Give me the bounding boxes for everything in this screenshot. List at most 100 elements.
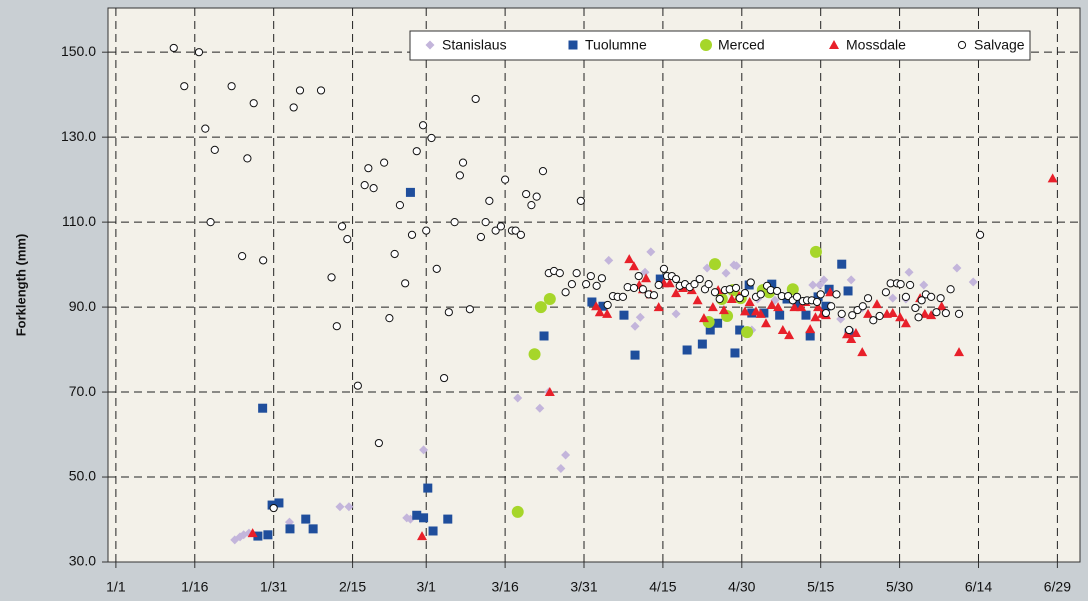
y-axis-label: Forklength (mm) — [13, 234, 28, 337]
point — [360, 181, 369, 190]
point — [419, 513, 429, 523]
point — [638, 285, 648, 294]
point — [511, 505, 524, 518]
point — [887, 308, 898, 318]
x-tick-label: 6/14 — [965, 579, 992, 595]
point — [603, 300, 612, 310]
point — [591, 301, 602, 311]
point — [422, 226, 431, 235]
point — [846, 333, 857, 343]
point — [412, 510, 422, 520]
y-tick-label: 30.0 — [69, 553, 96, 569]
point — [238, 252, 247, 261]
point — [904, 267, 914, 277]
point — [901, 292, 911, 301]
point — [259, 256, 268, 265]
point — [458, 158, 468, 167]
point — [485, 196, 494, 205]
x-tick-label: 3/1 — [416, 579, 436, 595]
x-tick-label: 6/29 — [1044, 579, 1071, 595]
point — [773, 302, 784, 312]
point — [423, 483, 433, 493]
point — [858, 302, 867, 311]
y-tick-label: 150.0 — [61, 43, 96, 59]
point — [555, 269, 564, 278]
point — [759, 308, 769, 318]
point — [671, 309, 681, 319]
point — [432, 264, 441, 273]
point — [629, 283, 639, 293]
point — [739, 306, 750, 316]
point — [532, 192, 541, 201]
point — [695, 274, 704, 284]
point — [708, 258, 721, 271]
point — [936, 301, 947, 311]
legend-label: Mossdale — [846, 37, 906, 53]
point — [713, 318, 723, 328]
point — [301, 514, 311, 524]
point — [810, 312, 821, 322]
y-tick-label: 70.0 — [69, 383, 96, 399]
point — [848, 311, 857, 320]
point — [471, 94, 480, 104]
point — [746, 278, 755, 287]
point — [635, 312, 645, 322]
point — [476, 232, 486, 242]
point — [664, 278, 675, 288]
point — [731, 283, 741, 293]
point — [871, 299, 882, 309]
point — [335, 502, 345, 512]
y-tick-label: 110.0 — [62, 213, 96, 229]
point — [740, 288, 750, 298]
point — [513, 393, 523, 403]
point — [850, 328, 861, 338]
point — [496, 222, 506, 231]
point — [917, 296, 926, 305]
point — [253, 531, 263, 541]
point — [544, 387, 555, 397]
point — [556, 464, 566, 474]
point — [369, 184, 378, 193]
point — [968, 277, 978, 287]
point — [682, 345, 692, 355]
point — [619, 310, 629, 320]
point — [343, 235, 352, 244]
point — [777, 325, 788, 335]
point — [975, 230, 985, 239]
point — [863, 294, 873, 303]
point — [308, 524, 318, 534]
point — [692, 295, 703, 305]
point — [169, 43, 178, 53]
point — [535, 403, 545, 413]
point — [941, 308, 950, 318]
point — [604, 255, 614, 265]
point — [1047, 173, 1058, 183]
point — [586, 271, 595, 281]
point — [760, 318, 771, 328]
point — [895, 312, 906, 322]
point — [881, 288, 891, 297]
legend-label: Salvage — [974, 37, 1025, 53]
point — [206, 218, 215, 227]
point — [653, 302, 664, 312]
point — [946, 285, 955, 294]
point — [772, 286, 782, 296]
legend-label: Stanislaus — [442, 37, 507, 53]
point — [405, 187, 415, 197]
point — [805, 324, 816, 334]
point — [767, 279, 777, 289]
point — [640, 267, 650, 277]
point — [561, 450, 571, 460]
point — [628, 261, 639, 271]
point — [796, 302, 807, 312]
point — [813, 302, 824, 312]
point — [952, 263, 962, 273]
legend-marker — [829, 40, 839, 49]
point — [832, 290, 841, 299]
point — [659, 264, 669, 273]
point — [888, 293, 898, 303]
point — [801, 310, 811, 320]
point — [766, 299, 777, 309]
point — [274, 498, 284, 508]
point — [827, 302, 836, 311]
